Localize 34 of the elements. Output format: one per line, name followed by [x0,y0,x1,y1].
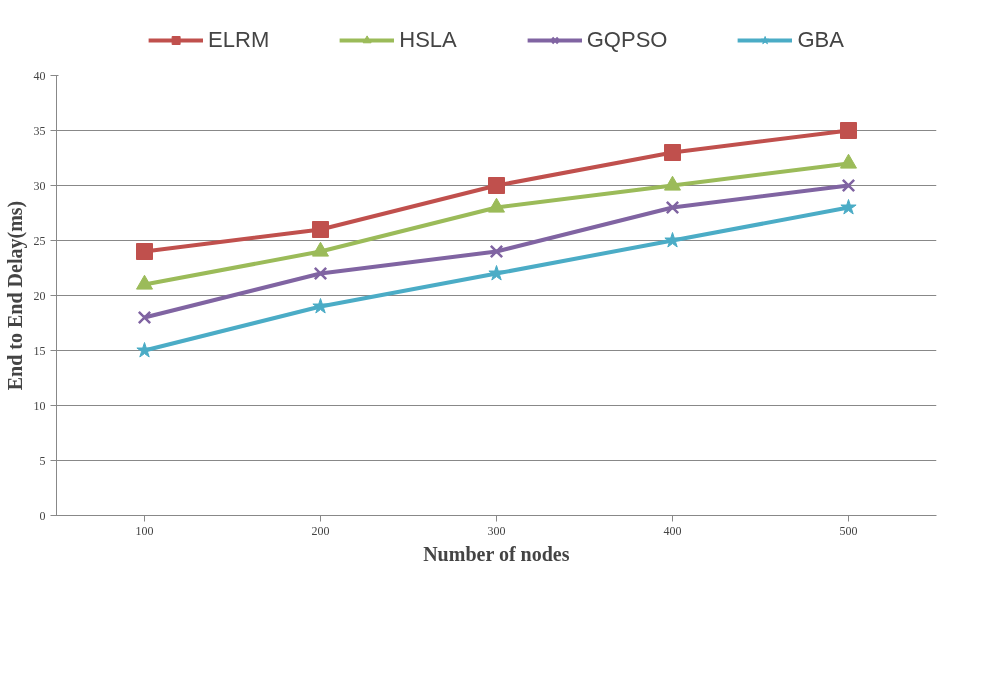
x-tick-label: 100 [135,523,154,538]
x-tick-label: 200 [311,523,330,538]
point [488,265,505,281]
y-axis-title: End to End Delay(ms) [3,200,27,391]
x-tick-label: 400 [663,523,682,538]
point [840,122,857,139]
point [489,244,504,259]
y-tick-label: 15 [33,343,46,358]
point [136,243,153,260]
point [841,178,856,193]
y-tick-label: 40 [33,68,46,83]
y-tick-label: 0 [39,508,46,523]
point [488,177,505,194]
legend-label: ELRM [208,27,270,53]
x-axis-title: Number of nodes [423,542,570,565]
point [137,310,152,325]
legend-label: GBA [797,27,844,53]
y-tick-label: 20 [33,288,46,303]
y-tick-label: 35 [33,123,46,138]
legend-label: HSLA [399,27,457,53]
y-tick-label: 25 [33,233,46,248]
legend-label: GQPSO [586,27,668,53]
point [312,221,329,238]
point [840,199,857,215]
point [312,298,329,314]
point [313,266,328,281]
x-tick-label: 500 [839,523,858,538]
y-tick-label: 10 [33,398,46,413]
x-tick-label: 300 [487,523,506,538]
y-tick-label: 30 [33,178,46,193]
point [664,232,681,248]
point [665,200,680,215]
y-tick-label: 5 [39,453,46,468]
point [664,144,681,161]
